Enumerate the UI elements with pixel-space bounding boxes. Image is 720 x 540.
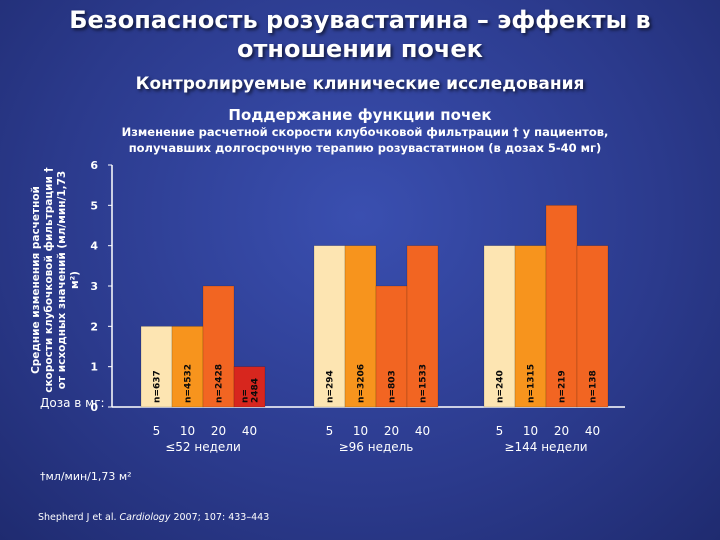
dose-tick-label: 5 [326,424,334,438]
y-tick-label: 1 [90,361,98,374]
period-label: ≥144 недели [504,440,587,454]
bar [140,326,173,408]
chart-title: Поддержание функции почек [228,106,492,124]
reference-details: 2007; 107: 433–443 [170,512,270,523]
y-tick-label: 4 [90,240,98,253]
slide-title-line2: отношении почек [237,35,483,63]
chart-caption-line1: Изменение расчетной скорости клубочковой… [121,125,609,139]
period-label: ≥96 недель [339,440,414,454]
dose-tick-label: 40 [415,424,430,438]
bar-n-label: n=138 [589,370,599,403]
bar-n-label: n=4532 [184,364,194,403]
reference-authors: Shepherd J et al. [38,512,120,523]
bar [344,245,377,408]
bar-n-label: 2484 [251,378,261,403]
reference: Shepherd J et al. Cardiology 2007; 107: … [38,512,269,523]
bar-n-label: n=1533 [419,364,429,403]
y-tick-label: 5 [90,199,98,212]
bar-n-label: n=803 [388,370,398,403]
y-tick-label: 6 [90,159,98,172]
dose-tick-label: 40 [242,424,257,438]
reference-journal: Cardiology [119,512,171,523]
dose-tick-label: 10 [523,424,538,438]
dose-tick-label: 10 [353,424,368,438]
dose-tick-label: 5 [153,424,161,438]
bar [576,245,609,408]
dose-tick-label: 20 [554,424,569,438]
bar [202,285,235,408]
bar [233,366,266,408]
slide-title-line1: Безопасность розувастатина – эффекты в [69,6,651,34]
bar-n-label: n=219 [558,370,568,403]
bar-n-label: n=240 [496,370,506,403]
dose-tick-label: 5 [496,424,504,438]
y-tick-label: 3 [90,280,98,293]
bar-n-label: n=2428 [215,364,225,403]
chart-caption: Изменение расчетной скорости клубочковой… [40,124,690,156]
footnote: †мл/мин/1,73 м² [40,470,132,483]
y-tick-label: 2 [90,320,98,333]
slide-title: Безопасность розувастатина – эффекты в о… [20,6,700,64]
dose-tick-label: 20 [211,424,226,438]
dose-caption: Доза в мг: [40,396,105,410]
chart-caption-line2: получавших долгосрочную терапию розуваст… [128,141,602,155]
bar-n-label: n=3206 [357,364,367,403]
bar [406,245,439,408]
bar [171,326,204,408]
bar [313,245,346,408]
bar-n-label: n=294 [326,370,336,403]
y-tick-label: 0 [90,401,98,414]
bar-n-label: n=1315 [527,364,537,403]
slide-subtitle: Контролируемые клинические исследования [135,74,585,94]
bar [514,245,547,408]
dose-tick-label: 40 [585,424,600,438]
period-label: ≤52 недели [165,440,241,454]
bar-n-label: n=637 [153,370,163,403]
dose-tick-label: 10 [180,424,195,438]
bar [545,205,578,408]
bar [375,285,408,408]
bar-n-label: n= [241,389,251,403]
dose-tick-label: 20 [384,424,399,438]
